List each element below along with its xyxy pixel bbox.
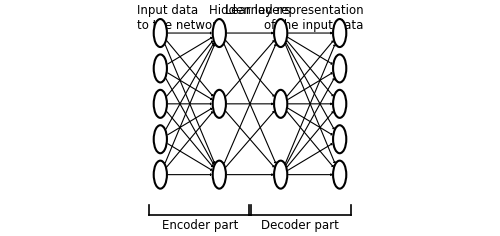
Ellipse shape xyxy=(154,55,167,82)
Ellipse shape xyxy=(274,19,287,47)
Text: Encoder part: Encoder part xyxy=(162,219,238,232)
Ellipse shape xyxy=(154,90,167,118)
Ellipse shape xyxy=(154,125,167,153)
Ellipse shape xyxy=(274,161,287,189)
Text: Decoder part: Decoder part xyxy=(261,219,339,232)
Ellipse shape xyxy=(212,161,226,189)
Ellipse shape xyxy=(154,19,167,47)
Ellipse shape xyxy=(154,161,167,189)
Ellipse shape xyxy=(333,90,346,118)
Ellipse shape xyxy=(333,19,346,47)
Ellipse shape xyxy=(212,90,226,118)
Ellipse shape xyxy=(274,90,287,118)
Ellipse shape xyxy=(333,125,346,153)
Text: Learned representation
of the input data: Learned representation of the input data xyxy=(224,4,364,32)
Ellipse shape xyxy=(333,161,346,189)
Text: Hidden layers: Hidden layers xyxy=(209,4,291,17)
Text: Input data
to the network: Input data to the network xyxy=(136,4,224,32)
Ellipse shape xyxy=(333,55,346,82)
Ellipse shape xyxy=(212,19,226,47)
